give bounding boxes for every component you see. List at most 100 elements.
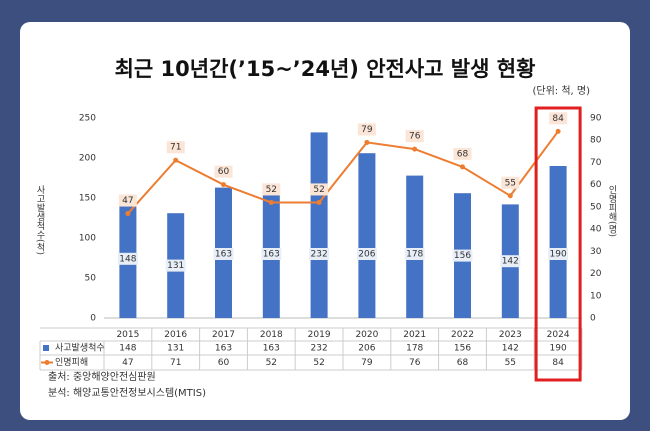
table-cell: 232 <box>311 344 328 354</box>
table-cell: 55 <box>505 358 516 368</box>
table-cell: 60 <box>218 358 230 368</box>
table-cell: 52 <box>313 358 324 368</box>
value-label-box <box>309 248 330 260</box>
value-label-box <box>453 147 472 160</box>
table-cell: 148 <box>119 344 136 354</box>
y-tick-label: 0 <box>90 314 96 324</box>
y-tick-label: 250 <box>79 114 96 124</box>
subtitle: (단위: 척, 명) <box>532 84 590 97</box>
value-label-box <box>261 248 282 260</box>
value-label-box <box>117 252 138 265</box>
x-tick-label: 2016 <box>164 330 187 340</box>
value-label: 178 <box>406 250 423 260</box>
table-cell: 178 <box>406 344 423 354</box>
point <box>507 193 513 199</box>
value-label: 163 <box>215 250 232 260</box>
value-label-box <box>405 130 424 143</box>
point <box>412 146 418 152</box>
x-tick-label: 2015 <box>116 330 139 340</box>
y2-tick-label: 70 <box>590 158 602 168</box>
table-cell: 76 <box>409 358 421 368</box>
value-label-box <box>501 176 520 189</box>
y2-tick-label: 20 <box>590 269 602 279</box>
value-label-box <box>548 248 569 260</box>
value-label: 84 <box>552 114 564 124</box>
bar <box>358 153 376 318</box>
y-axis-label: 사고발생척수(척) <box>35 185 45 255</box>
legend-label: 인명피해 <box>55 357 88 368</box>
y2-tick-label: 90 <box>590 114 602 124</box>
source-note: 출처: 중앙해양안전심판원 <box>48 370 156 383</box>
x-tick-label: 2020 <box>355 330 378 340</box>
value-label-box <box>500 255 521 268</box>
y-tick-label: 200 <box>79 154 96 164</box>
point <box>555 128 561 134</box>
chart-title: 최근 10년간(’15~’24년) 안전사고 발생 현황 <box>115 57 536 81</box>
x-tick-label: 2022 <box>451 330 474 340</box>
legend-marker <box>43 345 49 351</box>
value-label-box <box>356 248 377 260</box>
table-cell: 163 <box>263 344 280 354</box>
value-label-box <box>213 248 234 260</box>
line <box>127 130 559 215</box>
table-cell: 47 <box>122 358 133 368</box>
y2-tick-label: 80 <box>590 136 602 146</box>
table-cell: 190 <box>550 344 567 354</box>
y2-tick-label: 40 <box>590 225 602 235</box>
table-cell: 156 <box>454 344 471 354</box>
value-label-box <box>404 248 425 260</box>
legend-label: 사고발생척수 <box>55 343 105 354</box>
value-label-box <box>214 165 233 178</box>
y-tick-label: 100 <box>79 234 96 244</box>
value-label-box <box>165 259 186 272</box>
y2-axis-label: 인명피해(명) <box>607 185 617 237</box>
highlight-box <box>534 106 582 382</box>
x-tick-label: 2021 <box>403 330 426 340</box>
point <box>125 211 131 217</box>
y-tick-label: 150 <box>79 194 96 204</box>
value-label: 52 <box>313 185 324 195</box>
table-cell: 79 <box>361 358 373 368</box>
value-label: 68 <box>457 149 469 159</box>
source-note: 분석: 해양교통안전정보시스템(MTIS) <box>48 386 206 399</box>
value-label: 156 <box>454 251 471 261</box>
value-label-box <box>118 194 137 207</box>
value-label: 131 <box>167 261 184 271</box>
y2-tick-label: 60 <box>590 180 602 190</box>
value-label: 142 <box>502 257 519 267</box>
value-label-box <box>166 141 185 154</box>
value-label: 163 <box>263 250 280 260</box>
x-tick-label: 2019 <box>308 330 331 340</box>
value-label: 148 <box>119 254 136 264</box>
y2-tick-label: 10 <box>590 291 602 301</box>
legend-marker <box>44 360 50 365</box>
x-tick-label: 2018 <box>260 330 283 340</box>
value-label: 55 <box>505 178 516 188</box>
point <box>173 157 179 163</box>
value-label: 79 <box>361 125 373 135</box>
table-cell: 84 <box>552 358 564 368</box>
value-label-box <box>549 112 568 125</box>
x-tick-label: 2023 <box>499 330 522 340</box>
y2-tick-label: 30 <box>590 247 602 257</box>
x-tick-label: 2024 <box>547 330 570 340</box>
point <box>460 164 465 170</box>
value-label: 76 <box>409 132 421 142</box>
bar <box>549 166 567 318</box>
value-label: 60 <box>218 167 230 177</box>
y2-tick-label: 0 <box>590 314 596 324</box>
table-cell: 206 <box>358 344 375 354</box>
value-label-box <box>357 123 376 136</box>
table-cell: 142 <box>502 344 519 354</box>
bar <box>406 175 424 318</box>
table-cell: 163 <box>215 344 232 354</box>
y-tick-label: 50 <box>85 274 97 284</box>
value-label: 190 <box>550 250 567 260</box>
point <box>221 182 226 188</box>
bar <box>310 132 328 318</box>
point <box>316 199 322 205</box>
value-label-box <box>262 183 281 196</box>
table-cell: 131 <box>167 344 184 354</box>
